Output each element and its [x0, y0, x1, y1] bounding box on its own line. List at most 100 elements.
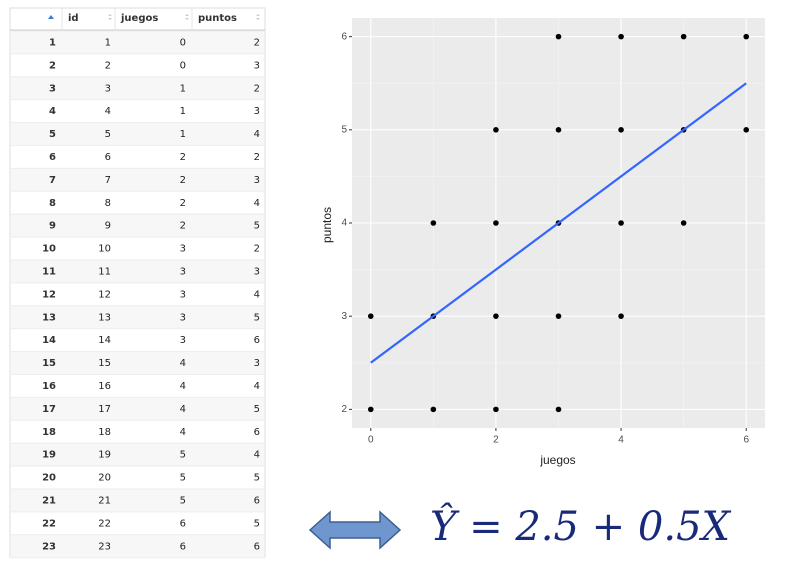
cell: 7	[105, 175, 111, 186]
cell: 12	[98, 289, 111, 300]
cell: 3	[254, 266, 260, 277]
cell: 11	[98, 266, 111, 277]
y-tick-label: 2	[341, 404, 347, 415]
cell: 3	[254, 60, 260, 71]
row-number: 14	[42, 335, 56, 346]
regression-line	[370, 82, 747, 364]
formula: Ŷ = 2.5 + 0.5X	[430, 503, 732, 550]
point	[555, 127, 562, 133]
point	[493, 313, 499, 319]
point	[680, 33, 687, 40]
x-axis-label: juegos	[539, 453, 575, 467]
cell: 18	[98, 427, 111, 438]
cell: 1	[180, 83, 186, 94]
row-number: 3	[49, 83, 56, 94]
cell: 6	[254, 541, 260, 552]
point	[430, 406, 437, 413]
cell: 5	[180, 450, 186, 461]
x-tick-label: 0	[368, 435, 374, 446]
cell: 5	[254, 221, 260, 232]
point	[743, 127, 750, 133]
row-number: 16	[42, 381, 56, 392]
point	[493, 406, 499, 413]
point	[555, 313, 562, 319]
cell: 4	[105, 106, 111, 117]
row-number: 4	[49, 106, 56, 117]
cell: 10	[98, 244, 111, 255]
point	[618, 220, 624, 226]
cell: 20	[98, 473, 111, 484]
cell: 15	[98, 358, 111, 369]
point	[555, 406, 562, 413]
cell: 2	[254, 244, 260, 255]
cell: 3	[180, 244, 186, 255]
point	[493, 220, 499, 226]
y-tick-label: 4	[341, 218, 347, 229]
row-number: 19	[42, 450, 56, 461]
cell: 3	[180, 289, 186, 300]
x-tick-label: 4	[618, 435, 624, 446]
cell: 2	[254, 37, 260, 48]
cell: 3	[180, 335, 186, 346]
cell: 1	[105, 37, 111, 48]
cell: 4	[180, 381, 186, 392]
row-number: 1	[49, 37, 56, 48]
row-number: 21	[42, 495, 56, 506]
cell: 21	[98, 495, 111, 506]
row-number: 10	[42, 244, 56, 255]
row-number: 23	[42, 541, 56, 552]
cell: 6	[254, 335, 260, 346]
row-number: 8	[49, 198, 56, 209]
point	[618, 127, 624, 133]
cell: 22	[98, 518, 111, 529]
row-number: 15	[42, 358, 56, 369]
cell: 5	[254, 518, 260, 529]
point	[743, 33, 750, 40]
row-number: 22	[42, 518, 56, 529]
cell: 9	[105, 221, 111, 232]
cell: 6	[180, 541, 186, 552]
cell: 6	[180, 518, 186, 529]
cell: 1	[180, 106, 186, 117]
cell: 3	[254, 175, 260, 186]
row-number: 20	[42, 473, 56, 484]
x-tick-label: 2	[493, 435, 499, 446]
cell: 3	[105, 83, 111, 94]
sort-icon[interactable]	[48, 15, 54, 19]
cell: 3	[180, 312, 186, 323]
cell: 2	[254, 83, 260, 94]
cell: 0	[180, 37, 186, 48]
cell: 2	[180, 175, 186, 186]
row-number: 9	[49, 221, 56, 232]
row-number: 2	[49, 60, 56, 71]
cell: 4	[180, 404, 186, 415]
x-tick-label: 6	[743, 435, 749, 446]
cell: 5	[180, 495, 186, 506]
point	[367, 406, 374, 413]
row-number: 6	[49, 152, 56, 163]
row-bg	[10, 534, 265, 559]
cell: 5	[254, 473, 260, 484]
cell: 6	[105, 152, 111, 163]
cell: 0	[180, 60, 186, 71]
row-number: 5	[49, 129, 56, 140]
cell: 3	[254, 358, 260, 369]
cell: 23	[98, 541, 111, 552]
row-number: 11	[42, 266, 56, 277]
sort-icons	[108, 14, 260, 20]
cell: 4	[254, 450, 260, 461]
cell: 5	[105, 129, 111, 140]
cell: 19	[98, 450, 111, 461]
cell: 4	[254, 129, 260, 140]
cell: 14	[98, 335, 111, 346]
row-number: 17	[42, 404, 56, 415]
cell: 5	[180, 473, 186, 484]
y-tick-label: 6	[341, 31, 347, 42]
cell: 4	[180, 427, 186, 438]
column-header: id	[68, 13, 79, 24]
cell: 16	[98, 381, 111, 392]
y-axis-label: puntos	[320, 207, 334, 243]
cell: 4	[254, 289, 260, 300]
y-tick-label: 3	[341, 311, 347, 322]
